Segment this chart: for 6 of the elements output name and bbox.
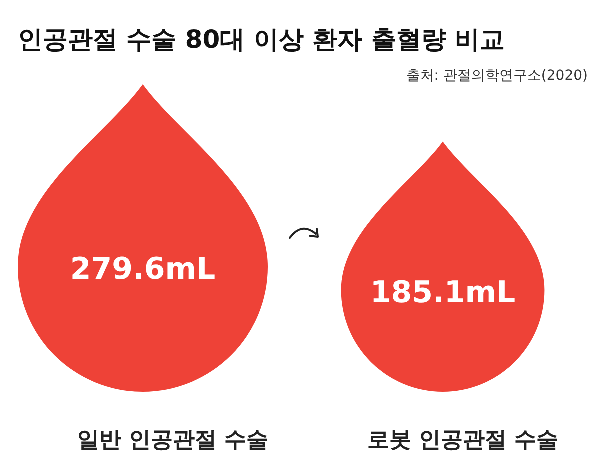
data-label: 185.1mL: [370, 275, 516, 310]
source-note: 출처: 관절의학연구소(2020): [406, 68, 588, 84]
data-label: 279.6mL: [70, 252, 216, 287]
text: 인공관절 수술 80대 이상 환자 출혈량 비교: [18, 25, 506, 54]
category-label: 로봇 인공관절 수술: [367, 428, 559, 453]
category-label: 일반 인공관절 수술: [77, 428, 269, 453]
